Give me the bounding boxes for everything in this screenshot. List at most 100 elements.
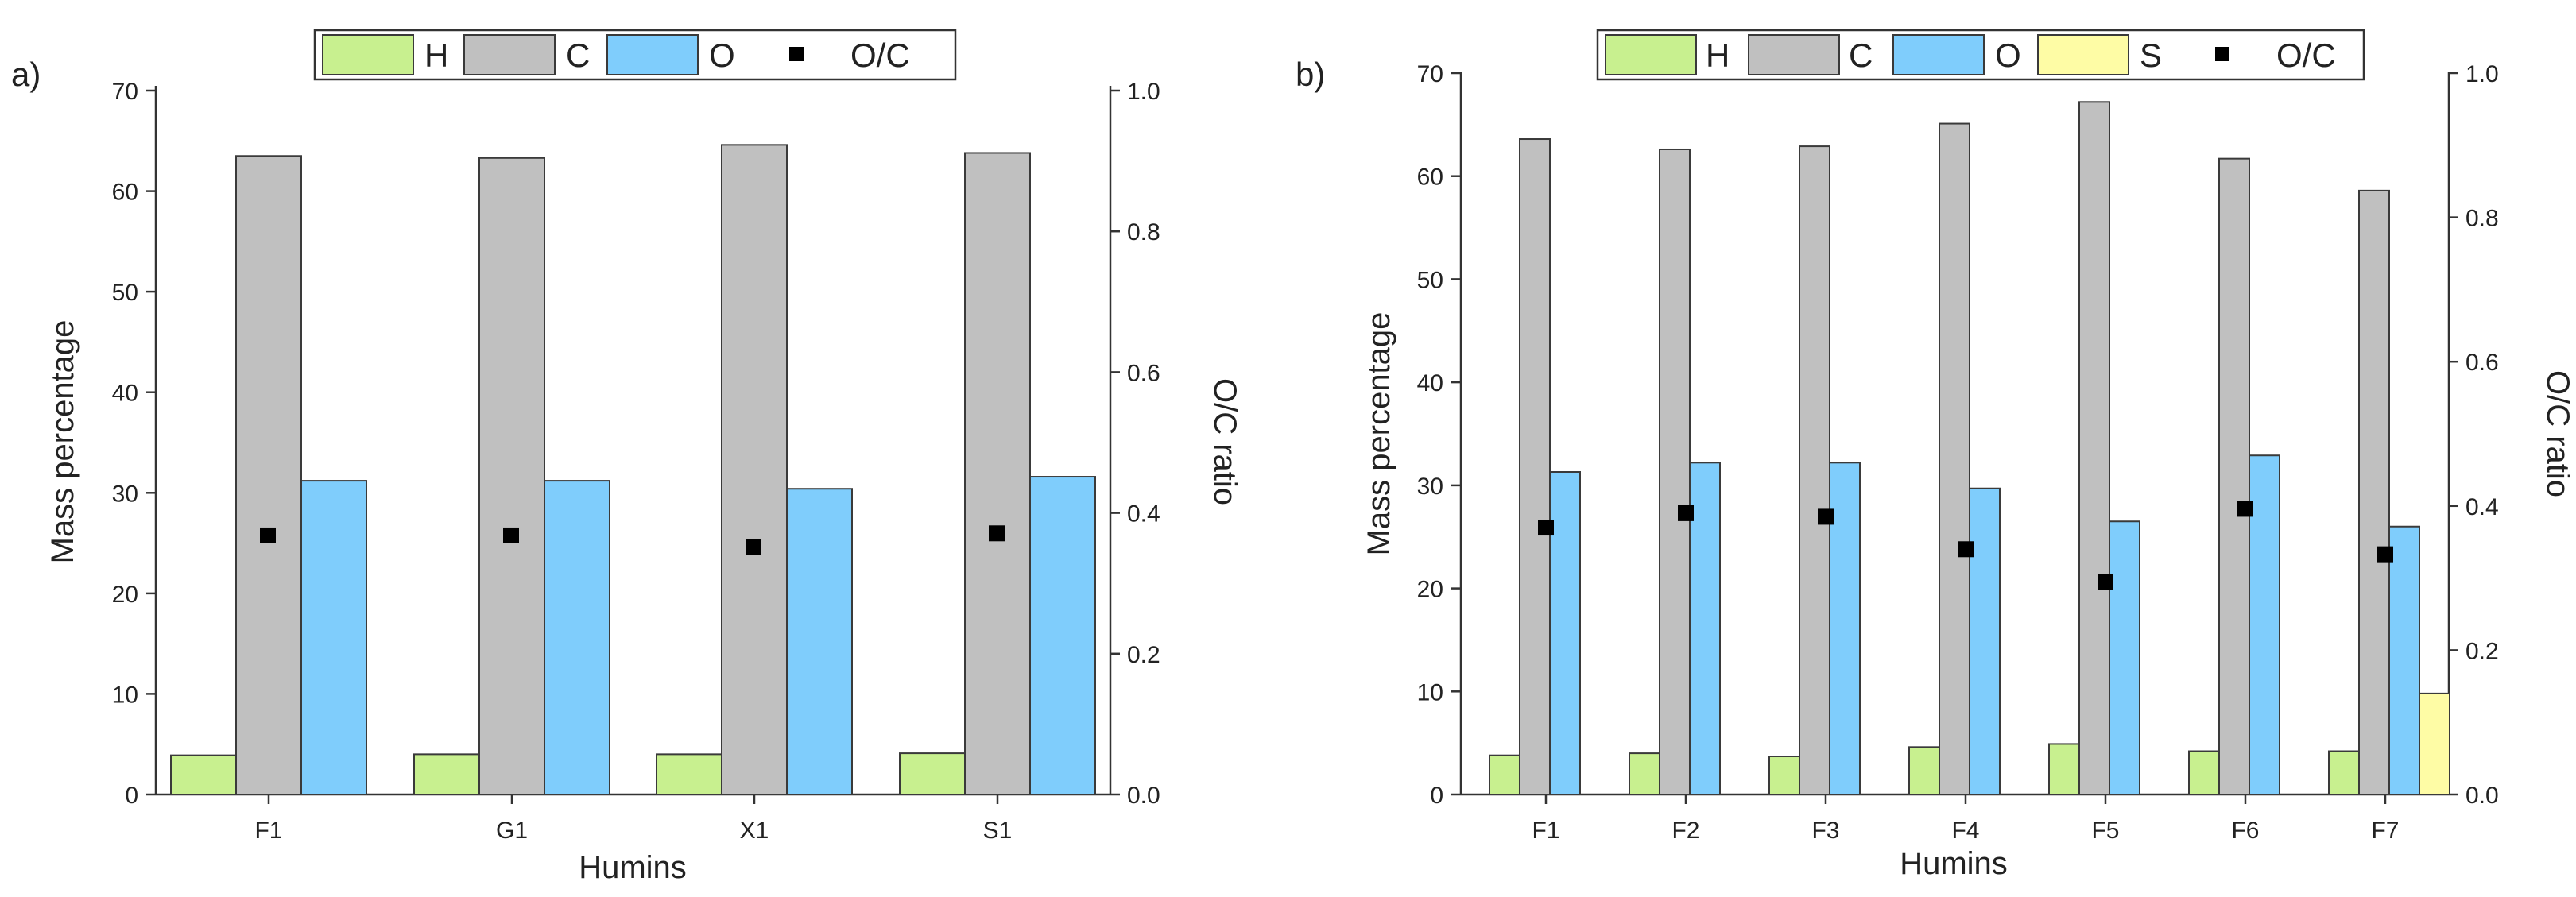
y2-axis-title-b: O/C ratio — [2540, 370, 2575, 497]
y-ticks-left-a: 0 10 20 30 40 50 60 70 — [112, 79, 156, 809]
bar-b-f3-h — [1768, 756, 1800, 796]
bar-b-f6-h — [2188, 750, 2220, 796]
legend-label-s: S — [2140, 37, 2162, 74]
bar-a-f1-h — [170, 754, 237, 796]
y-tick-label-b-20: 20 — [1417, 577, 1443, 603]
bar-b-f7-c — [2358, 189, 2390, 796]
bar-group-b-f1 — [1489, 138, 1581, 795]
bar-b-f3-o — [1829, 462, 1861, 795]
y2-tick-label-a-4: 0.8 — [1127, 219, 1160, 246]
bar-a-s1-h — [899, 752, 966, 795]
x-tick-label-b-f3: F3 — [1811, 818, 1839, 844]
panel-label-b: b) — [1296, 56, 1325, 93]
ratio-point-a-s1 — [989, 525, 1005, 542]
bar-b-f2-c — [1659, 148, 1691, 795]
x-tick-label-a-s1: S1 — [983, 818, 1013, 844]
x-tick-label-a-g1: G1 — [496, 818, 528, 844]
y-tick-label-b-10: 10 — [1417, 679, 1443, 706]
y-tick-label-a-40: 40 — [112, 381, 138, 407]
bar-group-a-x1 — [656, 144, 853, 795]
bar-a-x1-o — [786, 488, 853, 795]
legend-swatch-c — [463, 34, 556, 75]
y-tick-label-b-40: 40 — [1417, 370, 1443, 396]
bar-group-b-f3 — [1768, 145, 1861, 796]
legend-swatch-s — [2037, 34, 2129, 75]
legend-marker-oc — [2215, 47, 2229, 61]
ratio-point-b-f3 — [1818, 508, 1834, 525]
legend-b: H C O S O/C — [1596, 29, 2365, 81]
x-tick-label-a-x1: X1 — [740, 818, 769, 844]
bar-b-f2-o — [1689, 462, 1721, 795]
x-tick-label-a-f1: F1 — [254, 818, 282, 844]
bar-b-f6-o — [2249, 454, 2280, 795]
y-tick-label-a-50: 50 — [112, 280, 138, 306]
ratio-point-b-f5 — [2098, 574, 2113, 590]
y-tick-label-a-30: 30 — [112, 481, 138, 507]
bar-b-f3-c — [1799, 145, 1830, 795]
bar-b-f5-h — [2048, 743, 2080, 796]
x-axis-title-a: Humins — [579, 850, 687, 885]
bar-a-f1-o — [300, 480, 367, 796]
bar-a-g1-h — [413, 753, 480, 795]
bar-b-f5-o — [2109, 520, 2140, 795]
legend-a: H C O O/C — [313, 29, 957, 81]
y-tick-label-b-50: 50 — [1417, 267, 1443, 293]
bar-b-f4-c — [1939, 122, 1970, 795]
legend-label-c: C — [566, 37, 590, 74]
bar-b-f7-s — [2419, 692, 2450, 796]
ratio-point-b-f7 — [2377, 546, 2393, 563]
bar-b-f1-o — [1549, 470, 1581, 795]
legend-label-o: O — [1995, 37, 2021, 74]
bar-group-b-f2 — [1629, 148, 1721, 795]
bar-group-b-f6 — [2188, 157, 2280, 796]
y-ticks-left-b: 0 10 20 30 40 50 60 70 — [1417, 61, 1461, 809]
ratio-point-b-f4 — [1958, 541, 1974, 558]
y-tick-label-b-30: 30 — [1417, 474, 1443, 500]
y-tick-label-a-20: 20 — [112, 582, 138, 608]
y2-tick-label-b-2: 0.4 — [2466, 494, 2499, 520]
ratio-point-b-f6 — [2237, 501, 2253, 517]
bar-a-s1-c — [964, 152, 1031, 795]
bar-b-f2-h — [1629, 752, 1660, 795]
ratio-point-a-x1 — [746, 539, 761, 555]
bar-b-f1-c — [1519, 138, 1551, 795]
panel-label-a: a) — [11, 56, 41, 93]
chart-panel-b: b) H C O S O/C 0 — [1296, 29, 2575, 881]
y-tick-label-b-60: 60 — [1417, 164, 1443, 191]
bar-b-f7-o — [2388, 525, 2420, 795]
bar-b-f1-h — [1489, 754, 1520, 795]
y-tick-label-a-10: 10 — [112, 682, 138, 708]
y2-tick-label-b-3: 0.6 — [2466, 350, 2499, 376]
y-tick-label-b-0: 0 — [1430, 783, 1443, 809]
x-tick-label-b-f7: F7 — [2371, 818, 2399, 844]
y2-tick-label-b-0: 0.0 — [2466, 783, 2499, 809]
x-tick-label-b-f6: F6 — [2231, 818, 2259, 844]
y-tick-label-b-70: 70 — [1417, 61, 1443, 87]
y-tick-label-a-70: 70 — [112, 79, 138, 105]
bar-b-f5-c — [2078, 101, 2110, 795]
y-ticks-right-a: 0.0 0.2 0.4 0.6 0.8 1.0 — [1110, 79, 1160, 809]
x-tick-label-b-f1: F1 — [1532, 818, 1559, 844]
bar-a-x1-c — [721, 144, 788, 795]
legend-swatch-h — [322, 34, 414, 75]
y2-tick-label-a-0: 0.0 — [1127, 783, 1160, 809]
y2-tick-label-a-2: 0.4 — [1127, 501, 1160, 528]
y2-tick-label-b-1: 0.2 — [2466, 638, 2499, 664]
bar-a-x1-h — [656, 753, 722, 795]
y2-tick-label-a-1: 0.2 — [1127, 642, 1160, 668]
bar-a-g1-o — [544, 480, 610, 796]
x-ticks-b: F1 F2 F3 F4 F5 F6 F7 — [1532, 795, 2400, 844]
y-axis-title-b: Mass percentage — [1362, 312, 1396, 556]
y-tick-label-a-0: 0 — [125, 783, 138, 809]
legend-label-h: H — [1706, 37, 1730, 74]
legend-marker-oc — [789, 47, 804, 61]
y-ticks-right-b: 0.0 0.2 0.4 0.6 0.8 1.0 — [2449, 61, 2499, 809]
bar-group-b-f4 — [1908, 122, 2001, 796]
legend-swatch-o — [606, 34, 699, 75]
legend-swatch-h — [1605, 34, 1697, 75]
y-axis-title-a: Mass percentage — [45, 320, 80, 564]
bar-group-a-f1 — [170, 155, 367, 796]
y2-tick-label-b-5: 1.0 — [2466, 61, 2499, 87]
legend-label-o: O — [709, 37, 735, 74]
